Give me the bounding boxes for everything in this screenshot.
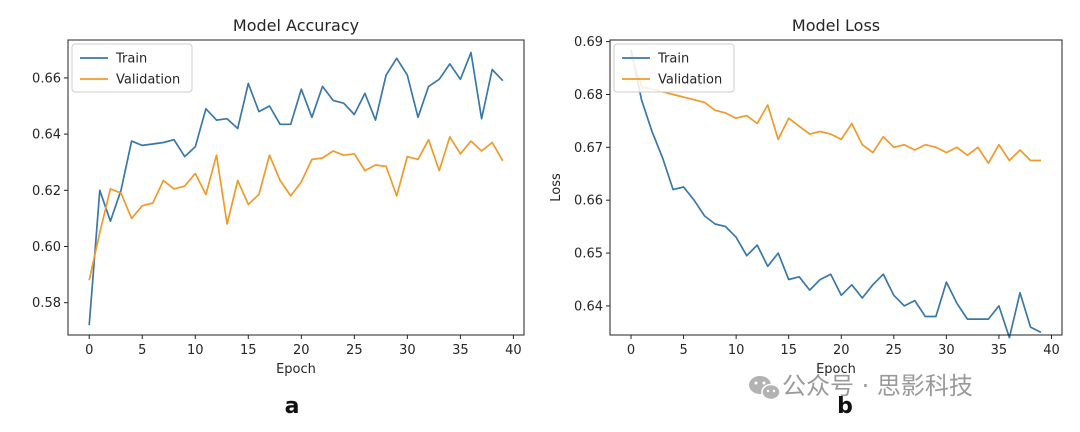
y-tick-label: 0.66 [32, 71, 61, 86]
chart-title: Model Loss [792, 16, 880, 35]
y-tick-label: 0.62 [32, 184, 61, 199]
watermark-text: 公众号 · 思影科技 [782, 372, 973, 400]
x-tick-label: 25 [886, 343, 903, 358]
x-tick-label: 20 [293, 343, 310, 358]
y-tick-label: 0.64 [32, 128, 61, 143]
x-tick-label: 5 [138, 343, 146, 358]
y-tick-label: 0.60 [32, 240, 61, 255]
legend-box [71, 43, 193, 93]
x-tick-label: 15 [240, 343, 257, 358]
x-tick-label: 0 [85, 343, 93, 358]
x-tick-label: 30 [399, 343, 416, 358]
panel-label: b [837, 394, 853, 419]
x-axis-label: Epoch [816, 362, 856, 377]
legend-label-validation: Validation [116, 73, 180, 88]
x-tick-label: 25 [346, 343, 363, 358]
x-tick-label: 10 [187, 343, 204, 358]
x-tick-label: 40 [505, 343, 522, 358]
y-tick-label: 0.64 [574, 299, 603, 314]
series-line-train [630, 49, 1042, 339]
x-tick-label: 35 [452, 343, 469, 358]
watermark: 公众号 · 思影科技 [749, 372, 973, 401]
y-tick-label: 0.68 [574, 88, 603, 103]
x-tick-label: 30 [938, 343, 955, 358]
y-tick-label: 0.69 [574, 35, 603, 50]
series-line-validation [630, 54, 1041, 165]
plot-frame [609, 39, 1063, 336]
panel-b-loss: Model Loss 0 5 10 15 20 25 30 35 40 0.64 0.65 0.66 0.… [549, 16, 1063, 419]
panel-label: a [285, 394, 300, 419]
y-tick-label: 0.66 [574, 194, 603, 209]
x-tick-label: 40 [1043, 343, 1060, 358]
legend-label-train: Train [115, 52, 147, 67]
x-tick-label: 35 [991, 343, 1008, 358]
y-tick-label: 0.67 [574, 141, 603, 156]
x-tick-label: 10 [728, 343, 745, 358]
x-tick-label: 15 [780, 343, 797, 358]
y-axis-label: Loss [549, 173, 564, 202]
series-line-validation [88, 136, 504, 281]
series-line-train [88, 51, 504, 326]
y-tick-label: 0.58 [32, 296, 61, 311]
panel-a-accuracy: Model Accuracy 0 5 10 15 20 25 30 35 40 0.58 0.60 0.… [32, 16, 525, 419]
x-tick-label: 20 [833, 343, 850, 358]
x-axis-label: Epoch [276, 362, 316, 377]
x-tick-label: 0 [627, 343, 635, 358]
legend-label-train: Train [657, 52, 689, 67]
legend-label-validation: Validation [658, 73, 722, 88]
plot-frame [67, 39, 525, 336]
x-tick-label: 5 [679, 343, 687, 358]
legend-box [613, 43, 735, 93]
wechat-icon [749, 376, 781, 401]
chart-title: Model Accuracy [233, 16, 359, 35]
y-tick-label: 0.65 [574, 247, 603, 262]
